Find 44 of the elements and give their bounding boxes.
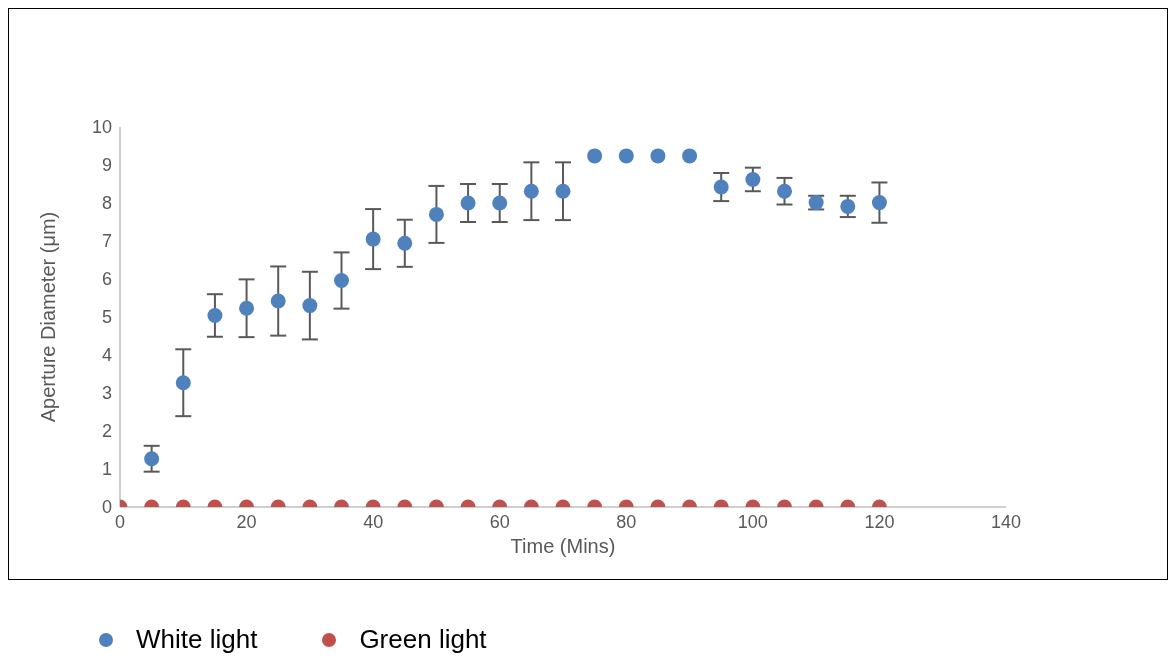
legend-label: Green light (359, 624, 487, 655)
point (365, 231, 381, 247)
legend-label: White light (136, 624, 258, 655)
point (523, 183, 539, 199)
y-tick-label: 0 (101, 497, 112, 518)
point (840, 198, 856, 214)
y-tick-label: 6 (101, 269, 112, 290)
x-tick-label: 60 (489, 511, 510, 532)
x-tick-label: 0 (114, 511, 126, 532)
point (555, 183, 571, 199)
point (460, 195, 476, 211)
x-tick-label: 100 (737, 511, 768, 532)
y-tick-label: 10 (91, 117, 112, 138)
point (397, 235, 413, 251)
x-tick-label: 40 (363, 511, 384, 532)
point (239, 300, 255, 316)
point (745, 171, 761, 187)
point (428, 206, 444, 222)
point (618, 148, 634, 164)
point (650, 148, 666, 164)
y-tick-label: 9 (101, 155, 112, 176)
y-tick-label: 2 (101, 421, 112, 442)
point (334, 273, 349, 289)
y-axis-title: Aperture Diameter (μm) (37, 211, 60, 423)
point (302, 298, 318, 314)
point (777, 183, 792, 199)
y-tick-label: 3 (101, 383, 112, 404)
y-tick-label: 1 (101, 459, 112, 480)
y-tick-label: 8 (101, 193, 112, 214)
point (270, 293, 286, 309)
x-tick-label: 80 (616, 511, 637, 532)
y-tick-label: 4 (101, 345, 112, 366)
y-tick-label: 7 (101, 231, 112, 252)
point (871, 195, 887, 211)
point (713, 179, 729, 195)
point (492, 195, 508, 211)
point (207, 307, 223, 323)
point (682, 148, 698, 164)
y-tick-label: 5 (101, 307, 112, 328)
x-tick-label: 20 (236, 511, 257, 532)
point (587, 148, 603, 164)
x-axis-title: Time (Mins) (510, 535, 616, 557)
x-tick-label: 120 (864, 511, 895, 532)
x-tick-label: 140 (990, 511, 1022, 532)
